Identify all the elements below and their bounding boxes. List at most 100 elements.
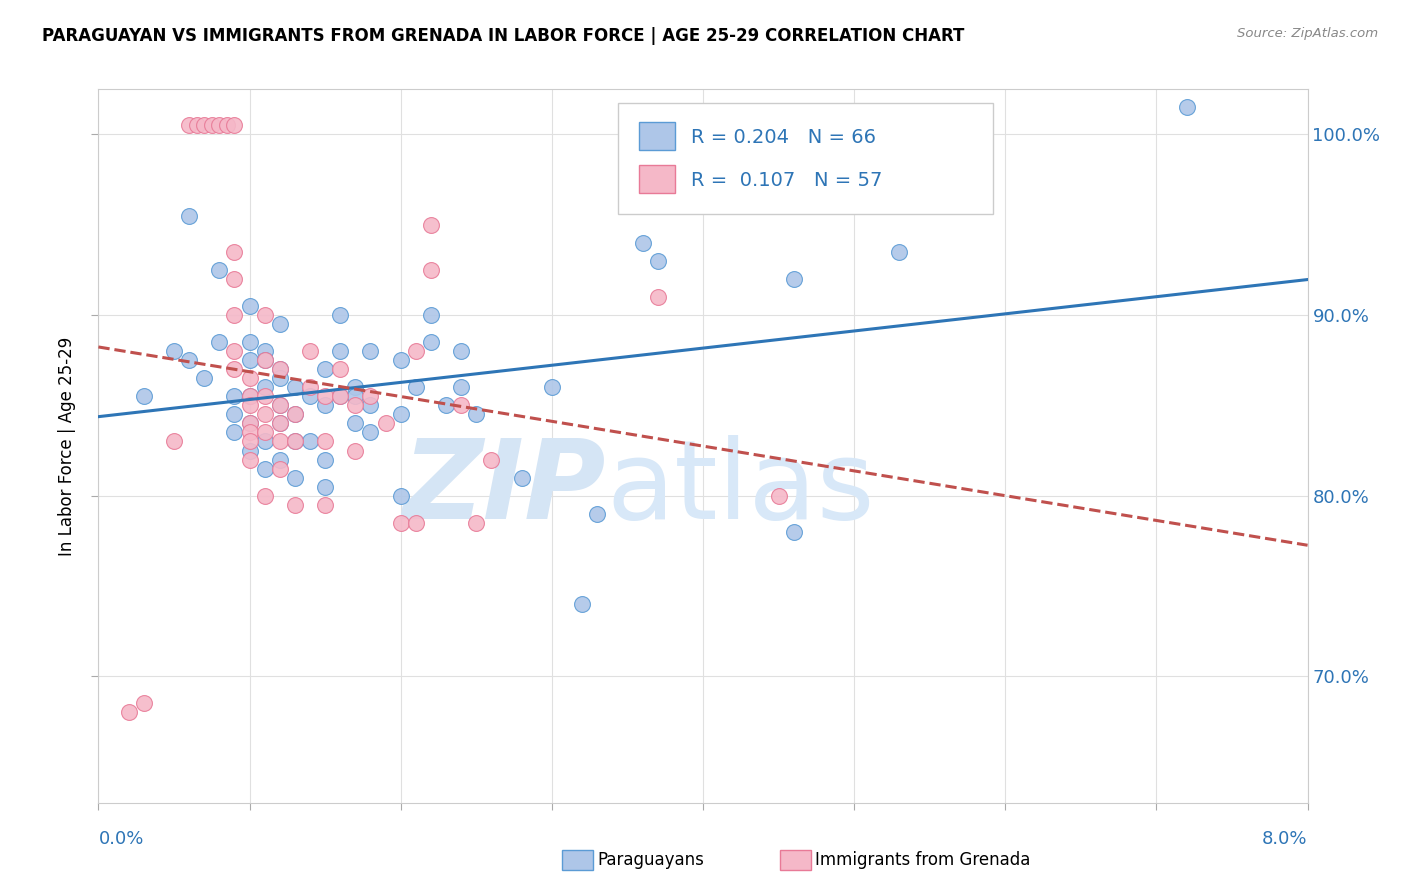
Point — [224, 244, 246, 259]
Point — [239, 389, 262, 403]
Point — [179, 353, 201, 368]
Point — [329, 389, 352, 403]
Point — [360, 425, 382, 440]
Point — [269, 362, 291, 376]
Point — [179, 119, 201, 133]
Point — [269, 461, 291, 475]
Point — [284, 408, 307, 422]
Point — [224, 362, 246, 376]
Point — [253, 344, 276, 359]
Point — [389, 353, 412, 368]
Point — [389, 408, 412, 422]
Point — [389, 489, 412, 503]
Point — [314, 480, 336, 494]
Point — [420, 218, 443, 232]
Point — [253, 425, 276, 440]
Point — [284, 498, 307, 512]
Point — [465, 408, 488, 422]
Point — [299, 434, 322, 449]
Point — [253, 353, 276, 368]
Point — [360, 344, 382, 359]
Point — [132, 389, 155, 403]
Point — [450, 398, 472, 412]
Point — [405, 516, 427, 530]
Point — [450, 380, 472, 394]
Point — [269, 417, 291, 431]
Point — [360, 398, 382, 412]
Point — [314, 398, 336, 412]
Point — [481, 452, 503, 467]
Point — [314, 389, 336, 403]
Point — [647, 290, 669, 304]
Point — [329, 362, 352, 376]
Point — [269, 398, 291, 412]
Point — [224, 308, 246, 322]
Point — [253, 434, 276, 449]
Point — [239, 335, 262, 350]
Y-axis label: In Labor Force | Age 25-29: In Labor Force | Age 25-29 — [58, 336, 76, 556]
Point — [253, 408, 276, 422]
Point — [782, 524, 804, 539]
Point — [224, 272, 246, 286]
Point — [239, 353, 262, 368]
Point — [239, 398, 262, 412]
Text: Source: ZipAtlas.com: Source: ZipAtlas.com — [1237, 27, 1378, 40]
Point — [253, 380, 276, 394]
Point — [132, 697, 155, 711]
Point — [329, 389, 352, 403]
Point — [239, 417, 262, 431]
Point — [434, 398, 457, 412]
Point — [360, 389, 382, 403]
Point — [889, 244, 911, 259]
Point — [224, 119, 246, 133]
Point — [344, 380, 367, 394]
Point — [253, 389, 276, 403]
Point — [510, 470, 533, 484]
Point — [299, 380, 322, 394]
Point — [201, 119, 224, 133]
Point — [269, 317, 291, 331]
Point — [239, 299, 262, 313]
Text: R =  0.107   N = 57: R = 0.107 N = 57 — [690, 171, 883, 190]
Point — [782, 272, 804, 286]
Point — [405, 344, 427, 359]
FancyBboxPatch shape — [619, 103, 993, 214]
Point — [253, 461, 276, 475]
Point — [314, 452, 336, 467]
Point — [284, 470, 307, 484]
Point — [224, 408, 246, 422]
Point — [269, 362, 291, 376]
Point — [224, 425, 246, 440]
Point — [239, 371, 262, 385]
Point — [420, 308, 443, 322]
Point — [269, 452, 291, 467]
Point — [329, 308, 352, 322]
Point — [208, 119, 231, 133]
FancyBboxPatch shape — [638, 165, 675, 193]
Point — [253, 489, 276, 503]
Point — [344, 389, 367, 403]
Text: 0.0%: 0.0% — [98, 830, 143, 848]
Point — [253, 353, 276, 368]
Point — [405, 380, 427, 394]
Point — [1175, 100, 1198, 114]
Point — [239, 417, 262, 431]
Point — [314, 362, 336, 376]
Point — [374, 417, 396, 431]
Point — [344, 417, 367, 431]
Point — [193, 371, 215, 385]
Point — [420, 263, 443, 277]
Text: PARAGUAYAN VS IMMIGRANTS FROM GRENADA IN LABOR FORCE | AGE 25-29 CORRELATION CHA: PARAGUAYAN VS IMMIGRANTS FROM GRENADA IN… — [42, 27, 965, 45]
Point — [215, 119, 238, 133]
Point — [269, 371, 291, 385]
Point — [269, 398, 291, 412]
Point — [284, 408, 307, 422]
Point — [239, 389, 262, 403]
Point — [314, 434, 336, 449]
Point — [208, 335, 231, 350]
Point — [239, 443, 262, 458]
Text: atlas: atlas — [606, 435, 875, 542]
Point — [284, 434, 307, 449]
Point — [253, 308, 276, 322]
Point — [450, 344, 472, 359]
